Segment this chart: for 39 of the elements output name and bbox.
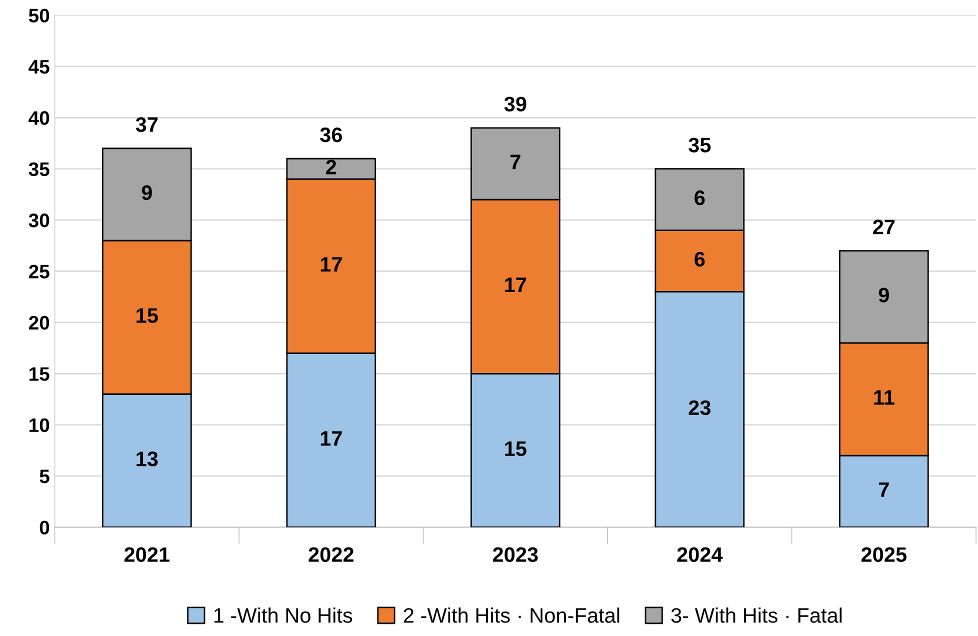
data-label: 7 (510, 154, 520, 170)
y-tick-label: 10 (30, 418, 50, 432)
data-label: 17 (320, 431, 342, 446)
x-tick-label: 2021 (124, 547, 170, 562)
data-label: 11 (874, 390, 894, 405)
y-tick-label: 45 (28, 60, 50, 74)
y-tick-label: 35 (28, 162, 50, 176)
y-tick-label: 20 (28, 316, 50, 330)
data-label: 15 (136, 308, 158, 323)
data-label: 17 (505, 278, 526, 292)
x-tick-label: 2025 (861, 547, 907, 562)
y-tick-label: 40 (28, 111, 50, 125)
y-tick-label: 0 (40, 520, 50, 534)
data-label: 6 (694, 190, 705, 206)
total-label: 37 (136, 117, 158, 132)
legend-label: 1 -With No Hits (214, 608, 352, 623)
x-tick-label: 2022 (308, 547, 354, 562)
legend-label: 3- With Hits · Fatal (671, 608, 842, 623)
data-label: 9 (142, 185, 152, 200)
y-tick-label: 50 (28, 8, 50, 22)
total-label: 39 (504, 96, 526, 112)
data-label: 2 (326, 160, 336, 174)
y-tick-label: 5 (40, 470, 50, 484)
data-label: 17 (320, 257, 342, 272)
y-tick-label: 15 (30, 367, 50, 381)
data-label: 6 (694, 252, 705, 267)
data-label: 23 (688, 400, 710, 416)
data-label: 9 (878, 288, 889, 302)
data-label: 15 (505, 442, 526, 456)
data-label: 7 (879, 482, 889, 497)
total-label: 36 (320, 127, 342, 142)
total-label: 35 (688, 138, 711, 152)
x-tick-label: 2023 (492, 547, 538, 562)
legend-label: 2 -With Hits · Non-Fatal (404, 608, 620, 623)
data-label: 13 (136, 452, 158, 466)
y-tick-label: 25 (28, 264, 50, 278)
x-tick-label: 2024 (677, 547, 723, 562)
y-tick-label: 30 (28, 214, 50, 228)
total-label: 27 (873, 220, 895, 234)
